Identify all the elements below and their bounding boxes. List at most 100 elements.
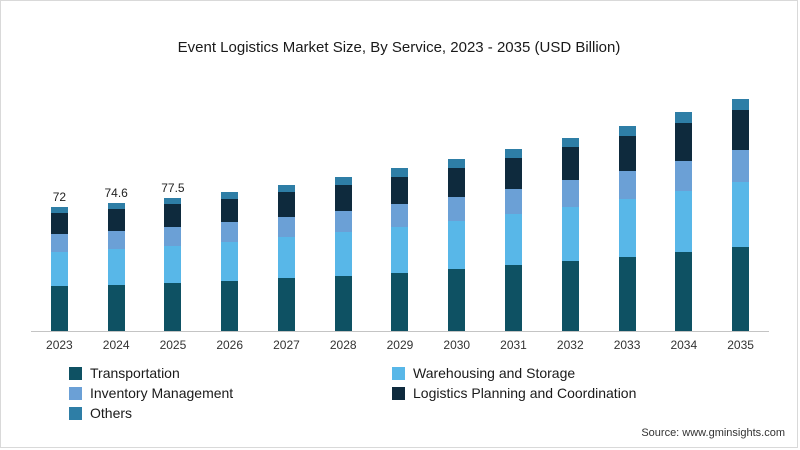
stacked-bar	[221, 191, 239, 331]
bar-segment-inventory-management	[675, 160, 693, 192]
bar-segment-inventory-management	[448, 196, 466, 221]
bar-segment-warehousing-and-storage	[675, 191, 693, 253]
bar-segment-others	[732, 98, 750, 111]
bar-segment-warehousing-and-storage	[277, 237, 295, 279]
bar-segment-transportation	[561, 261, 579, 331]
stacked-bar	[618, 125, 636, 331]
bar-segment-logistics-planning-and-coordination	[448, 167, 466, 197]
x-tick-label-2026: 2026	[216, 338, 244, 352]
bar-segment-inventory-management	[50, 234, 68, 252]
legend: Transportation Warehousing and Storage Inv…	[69, 365, 757, 421]
bar-segment-logistics-planning-and-coordination	[561, 147, 579, 180]
bar-segment-others	[334, 177, 352, 185]
x-tick-label-2028: 2028	[329, 338, 357, 352]
bar-segment-logistics-planning-and-coordination	[391, 176, 409, 205]
bar-segment-transportation	[732, 247, 750, 331]
bar-total-label: 77.5	[161, 180, 185, 195]
x-axis: 2023 2024 2025 2026 2027 2028 2029 2030 2031 2032…	[31, 338, 769, 352]
bar-total-label: 74.6	[104, 185, 128, 200]
bar-segment-logistics-planning-and-coordination	[107, 209, 125, 231]
bar-segment-others	[448, 159, 466, 168]
x-tick-label-2035: 2035	[727, 338, 754, 352]
bar-segment-logistics-planning-and-coordination	[164, 204, 182, 227]
bar-segment-inventory-management	[107, 230, 125, 249]
bar-group-2035	[712, 73, 769, 331]
x-tick-label-2032: 2032	[556, 338, 584, 352]
bar-segment-transportation	[277, 278, 295, 331]
legend-swatch-icon	[392, 366, 405, 380]
legend-label: Others	[90, 405, 133, 421]
stacked-bar	[391, 168, 409, 331]
legend-label: Warehousing and Storage	[413, 365, 576, 381]
plot-area: 72 74.6 77.5 2023 2024 2025 2026 2027 2028 2029 2…	[31, 73, 769, 352]
bar-segment-logistics-planning-and-coordination	[277, 192, 295, 217]
bar-group-2026	[201, 73, 258, 331]
x-tick-label-2023: 2023	[46, 338, 73, 352]
x-tick-label-2029: 2029	[386, 338, 414, 352]
bar-segment-warehousing-and-storage	[561, 207, 579, 262]
bar-segment-warehousing-and-storage	[618, 199, 636, 258]
stacked-bar	[50, 207, 68, 331]
bar-segment-warehousing-and-storage	[50, 251, 68, 287]
x-tick-label-2024: 2024	[102, 338, 130, 352]
bar-total-label: 72	[52, 190, 67, 205]
bar-group-2028	[315, 73, 372, 331]
bar-segment-inventory-management	[505, 188, 522, 215]
bar-segment-warehousing-and-storage	[334, 232, 352, 276]
stacked-bar	[164, 197, 182, 331]
x-tick-label-2027: 2027	[273, 338, 300, 352]
bar-segment-others	[618, 125, 636, 136]
bar-segment-warehousing-and-storage	[505, 214, 522, 266]
bar-segment-transportation	[164, 283, 182, 331]
stacked-bar	[505, 148, 522, 331]
bar-segment-others	[50, 207, 68, 214]
bar-segment-others	[675, 112, 693, 124]
legend-swatch-icon	[69, 406, 82, 420]
bar-segment-transportation	[334, 275, 352, 331]
bar-segment-transportation	[221, 280, 239, 331]
legend-label: Logistics Planning and Coordination	[413, 385, 637, 401]
bar-segment-inventory-management	[164, 226, 182, 246]
stacked-bar	[277, 184, 295, 331]
source-text: Source: www.gminsights.com	[641, 427, 785, 439]
bar-segment-others	[221, 191, 239, 199]
stacked-bar	[732, 98, 750, 331]
legend-item-transportation: Transportation	[69, 365, 392, 381]
bar-segment-inventory-management	[561, 180, 579, 208]
chart-title: Event Logistics Market Size, By Service,…	[177, 39, 621, 56]
bar-segment-inventory-management	[221, 222, 239, 242]
bar-group-2024: 74.6	[88, 73, 145, 331]
bar-segment-others	[505, 148, 522, 158]
bar-segment-warehousing-and-storage	[391, 226, 409, 273]
bar-segment-logistics-planning-and-coordination	[50, 213, 68, 235]
stacked-bar-plot: 72 74.6 77.5	[31, 73, 769, 332]
bar-group-2025: 77.5	[145, 73, 202, 331]
x-tick-label-2030: 2030	[443, 338, 471, 352]
bar-segment-inventory-management	[618, 170, 636, 200]
legend-swatch-icon	[69, 366, 82, 380]
legend-label: Inventory Management	[90, 385, 234, 401]
bar-segment-transportation	[391, 272, 409, 331]
stacked-bar	[107, 202, 125, 331]
legend-item-others: Others	[69, 405, 392, 421]
bar-group-2032	[542, 73, 599, 331]
bar-segment-inventory-management	[732, 149, 750, 183]
x-tick-label-2033: 2033	[613, 338, 641, 352]
bar-segment-logistics-planning-and-coordination	[618, 135, 636, 171]
bar-group-2033	[599, 73, 656, 331]
x-tick-label-2031: 2031	[500, 338, 527, 352]
legend-swatch-icon	[392, 386, 405, 400]
bar-segment-warehousing-and-storage	[164, 245, 182, 284]
bar-segment-transportation	[448, 269, 466, 331]
bar-group-2030	[428, 73, 485, 331]
bar-segment-others	[277, 184, 295, 193]
legend-item-logistics-planning-and-coordination: Logistics Planning and Coordination	[392, 385, 757, 401]
stacked-bar	[561, 137, 579, 331]
bar-segment-transportation	[675, 252, 693, 331]
legend-item-inventory-management: Inventory Management	[69, 385, 392, 401]
bar-segment-warehousing-and-storage	[107, 248, 125, 285]
bar-segment-inventory-management	[391, 204, 409, 227]
bar-group-2023: 72	[31, 73, 88, 331]
x-tick-label-2034: 2034	[670, 338, 698, 352]
